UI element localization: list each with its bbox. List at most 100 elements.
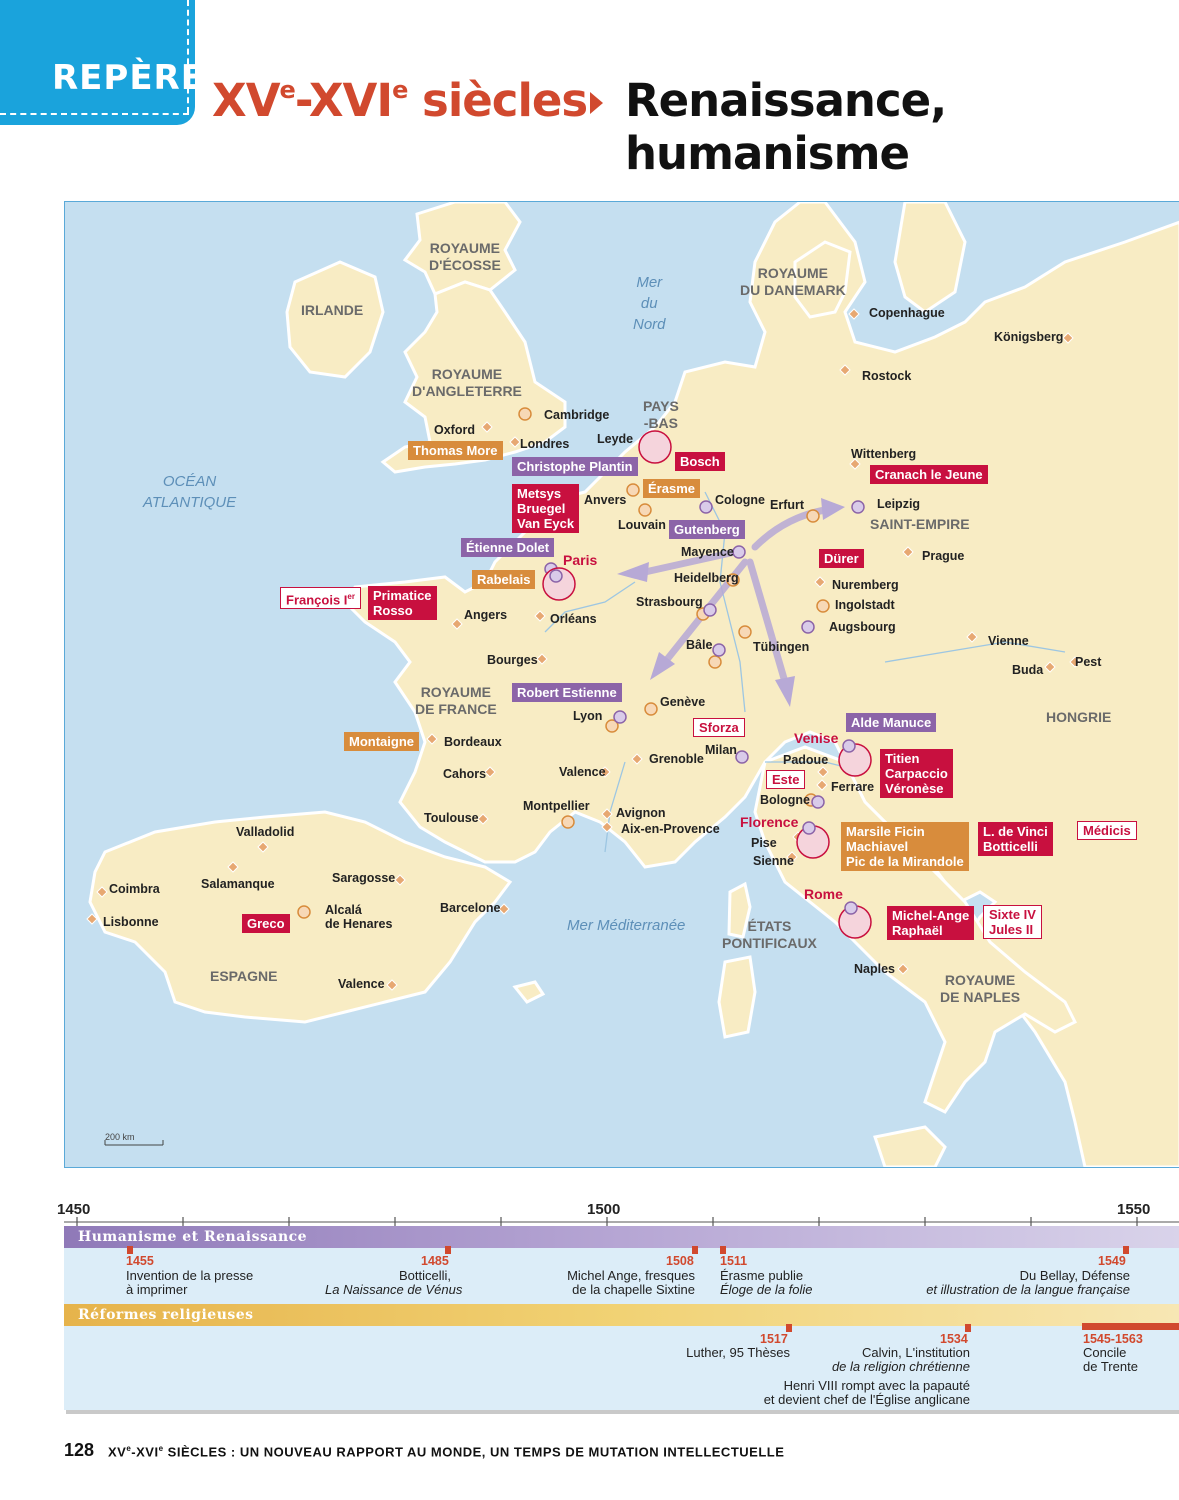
city-milan: Milan bbox=[705, 743, 737, 757]
title-centuries: XVe-XVIe siècles bbox=[212, 74, 588, 127]
event-1549-text: Du Bellay, Défense et illustration de la … bbox=[926, 1268, 1130, 1297]
person-cranach: Cranach le Jeune bbox=[870, 465, 988, 484]
person-robert-estienne: Robert Estienne bbox=[512, 683, 622, 702]
person-rabelais: Rabelais bbox=[472, 570, 536, 589]
band-reformes-title: Réformes religieuses bbox=[78, 1307, 254, 1323]
reperes-badge: REPÈRES bbox=[0, 0, 229, 125]
person-etienne-dolet: Étienne Dolet bbox=[461, 538, 555, 557]
event-marker bbox=[692, 1246, 698, 1254]
person-alde-manuce: Alde Manuce bbox=[846, 713, 937, 732]
region-angleterre: ROYAUME D'ANGLETERRE bbox=[412, 366, 522, 399]
city-augsbourg: Augsbourg bbox=[829, 620, 896, 634]
city-pise: Pise bbox=[751, 836, 777, 850]
person-metsys-bruegel-vaneyck: Metsys Bruegel Van Eyck bbox=[512, 484, 580, 533]
person-christophe-plantin: Christophe Plantin bbox=[512, 457, 638, 476]
person-gutenberg: Gutenberg bbox=[669, 520, 745, 539]
scale-label: 200 km bbox=[105, 1132, 135, 1142]
city-mayence: Mayence bbox=[681, 545, 734, 559]
city-orleans: Orléans bbox=[550, 612, 597, 626]
city-tubingen: Tübingen bbox=[753, 640, 810, 654]
city-konigsberg: Königsberg bbox=[994, 330, 1064, 344]
city-rome: Rome bbox=[804, 886, 843, 902]
region-ecosse: ROYAUME D'ÉCOSSE bbox=[429, 240, 501, 273]
city-buda: Buda bbox=[1012, 663, 1044, 677]
person-primatice-rosso: Primatice Rosso bbox=[368, 586, 437, 620]
region-irlande: IRLANDE bbox=[301, 302, 364, 318]
city-valladolid: Valladolid bbox=[236, 825, 295, 839]
region-saint-empire: SAINT-EMPIRE bbox=[870, 516, 970, 532]
person-michel-ange-raphael: Michel-Ange Raphaël bbox=[887, 906, 975, 940]
city-salamanque: Salamanque bbox=[201, 877, 275, 891]
city-naples: Naples bbox=[854, 962, 895, 976]
renaissance-map: ROYAUME D'ÉCOSSE IRLANDE ROYAUME D'ANGLETE… bbox=[64, 201, 1179, 1168]
timeline-year-1450: 1450 bbox=[57, 1201, 91, 1218]
person-sforza: Sforza bbox=[693, 718, 745, 737]
city-sienne: Sienne bbox=[753, 854, 794, 868]
person-sixte-jules: Sixte IV Jules II bbox=[983, 905, 1042, 939]
region-hongrie: HONGRIE bbox=[1046, 709, 1112, 725]
city-valence-es: Valence bbox=[338, 977, 385, 991]
person-erasme: Érasme bbox=[643, 479, 700, 498]
badge-label: REPÈRES bbox=[52, 58, 231, 98]
event-1485-text: Botticelli, La Naissance de Vénus bbox=[325, 1268, 463, 1297]
person-montaigne: Montaigne bbox=[344, 732, 419, 751]
city-aix: Aix-en-Provence bbox=[621, 822, 720, 836]
timeline-year-1550: 1550 bbox=[1117, 1201, 1151, 1218]
event-concile-bar bbox=[1082, 1323, 1179, 1330]
city-oxford: Oxford bbox=[434, 423, 475, 437]
event-1549-year: 1549 bbox=[1098, 1254, 1126, 1268]
city-bale: Bâle bbox=[686, 638, 713, 652]
city-louvain: Louvain bbox=[618, 518, 666, 532]
city-strasbourg: Strasbourg bbox=[636, 595, 703, 609]
city-cologne: Cologne bbox=[715, 493, 765, 507]
city-ferrare: Ferrare bbox=[831, 780, 875, 794]
scale-bar bbox=[104, 1140, 164, 1146]
city-copenhague: Copenhague bbox=[869, 306, 945, 320]
city-heidelberg: Heidelberg bbox=[674, 571, 739, 585]
region-etats-pontificaux: ÉTATS PONTIFICAUX bbox=[722, 918, 817, 951]
sea-atlantique: OCÉAN ATLANTIQUE bbox=[143, 473, 237, 511]
event-1485-year: 1485 bbox=[421, 1254, 449, 1268]
region-espagne: ESPAGNE bbox=[210, 968, 278, 984]
event-marker bbox=[1123, 1246, 1129, 1254]
city-pest: Pest bbox=[1075, 655, 1102, 669]
event-1517-year: 1517 bbox=[760, 1332, 788, 1346]
city-cahors: Cahors bbox=[443, 767, 487, 781]
event-1508-text: Michel Ange, fresques de la chapelle Sixt… bbox=[567, 1268, 695, 1297]
event-marker bbox=[720, 1246, 726, 1254]
city-coimbra: Coimbra bbox=[109, 882, 160, 896]
city-avignon: Avignon bbox=[616, 806, 666, 820]
band-reformes-body bbox=[64, 1326, 1179, 1410]
city-barcelone: Barcelone bbox=[440, 901, 501, 915]
city-geneve: Genève bbox=[660, 695, 706, 709]
city-leyde: Leyde bbox=[597, 432, 634, 446]
region-danemark: ROYAUME DU DANEMARK bbox=[740, 265, 846, 298]
band-humanisme-body bbox=[64, 1248, 1179, 1304]
event-1517-text: Luther, 95 Thèses bbox=[686, 1345, 790, 1360]
region-paysbas: PAYS -BAS bbox=[643, 398, 679, 431]
city-londres: Londres bbox=[520, 437, 570, 451]
city-cambridge: Cambridge bbox=[544, 408, 610, 422]
event-1534-year: 1534 bbox=[940, 1332, 968, 1346]
city-vienne: Vienne bbox=[988, 634, 1029, 648]
city-grenoble: Grenoble bbox=[649, 752, 704, 766]
city-wittenberg: Wittenberg bbox=[851, 447, 917, 461]
event-1511-text: Érasme publie Éloge de la folie bbox=[720, 1268, 813, 1297]
city-venise: Venise bbox=[794, 730, 839, 746]
event-marker bbox=[965, 1324, 971, 1332]
city-toulouse: Toulouse bbox=[424, 811, 479, 825]
city-alcala: Alcalá de Henares bbox=[325, 903, 393, 931]
event-concile-year: 1545-1563 bbox=[1083, 1332, 1143, 1346]
event-concile-text: Concile de Trente bbox=[1083, 1345, 1138, 1374]
person-greco: Greco bbox=[242, 914, 290, 933]
city-montpellier: Montpellier bbox=[523, 799, 590, 813]
event-marker bbox=[445, 1246, 451, 1254]
city-ingolstadt: Ingolstadt bbox=[835, 598, 895, 612]
city-lyon: Lyon bbox=[573, 709, 603, 723]
title-theme: Renaissance, humanisme bbox=[625, 74, 947, 180]
city-leipzig: Leipzig bbox=[877, 497, 921, 511]
city-angers: Angers bbox=[464, 608, 508, 622]
person-durer: Dürer bbox=[819, 549, 864, 568]
person-marsile-machiavel-pic: Marsile Ficin Machiavel Pic de la Mirandol… bbox=[841, 822, 969, 871]
person-thomas-more: Thomas More bbox=[408, 441, 503, 460]
